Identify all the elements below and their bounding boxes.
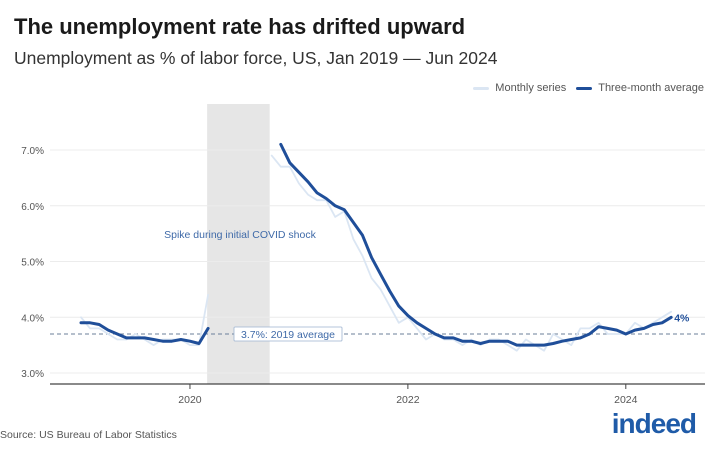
legend: Monthly series Three-month average [473, 82, 704, 94]
y-tick-label: 4.0% [21, 313, 44, 324]
y-tick-label: 3.0% [21, 369, 44, 380]
monthly-series-line [80, 154, 673, 352]
source-note: Source: US Bureau of Labor Statistics [0, 429, 177, 441]
chart-title: The unemployment rate has drifted upward [14, 14, 466, 39]
reference-label: 3.7%: 2019 average [241, 329, 335, 341]
chart-subtitle: Unemployment as % of labor force, US, Ja… [14, 48, 498, 68]
y-tick-label: 6.0% [21, 202, 44, 213]
covid-shaded-region [207, 104, 270, 384]
end-value-label: 4% [674, 312, 690, 324]
reference-label-box [233, 326, 343, 342]
legend-swatch-average [576, 86, 593, 90]
x-tick-label: 2024 [614, 394, 638, 406]
x-tick-label: 2020 [178, 394, 202, 406]
x-tick-label: 2022 [396, 394, 420, 406]
legend-swatch-monthly [473, 86, 490, 90]
indeed-logo: indeed [611, 408, 697, 439]
covid-annotation: Spike during initial COVID shock [164, 229, 316, 241]
legend-label-monthly: Monthly series [495, 82, 567, 94]
legend-label-average: Three-month average [598, 82, 704, 94]
three-month-average-line [79, 142, 673, 347]
y-tick-label: 7.0% [21, 146, 44, 157]
y-tick-label: 5.0% [21, 258, 44, 269]
